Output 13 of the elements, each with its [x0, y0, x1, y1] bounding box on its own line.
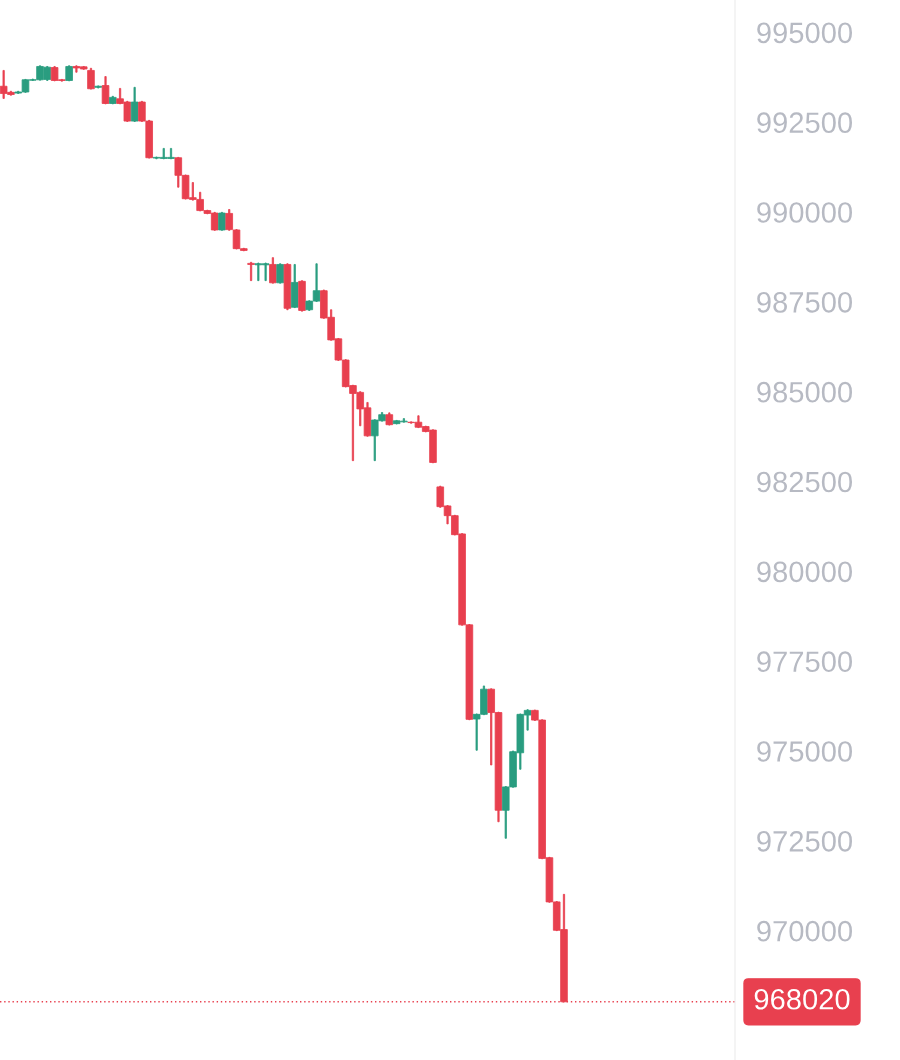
y-tick-label: 970000 [757, 920, 853, 942]
y-tick-label: 985000 [757, 381, 853, 403]
candlestick [94, 85, 103, 89]
y-tick-label: 990000 [757, 202, 853, 223]
y-tick-label: 982500 [757, 471, 853, 493]
y-tick-label: 980000 [757, 561, 853, 583]
y-tick-label: 972500 [757, 831, 853, 852]
y-tick-label: 975000 [757, 741, 853, 762]
y-tick-label: 977500 [757, 651, 853, 673]
y-tick-label: 987500 [757, 292, 853, 313]
y-tick-label: 995000 [757, 22, 853, 44]
ref-line-label: 968020 [754, 988, 850, 1010]
y-tick-label: 992500 [757, 112, 853, 134]
